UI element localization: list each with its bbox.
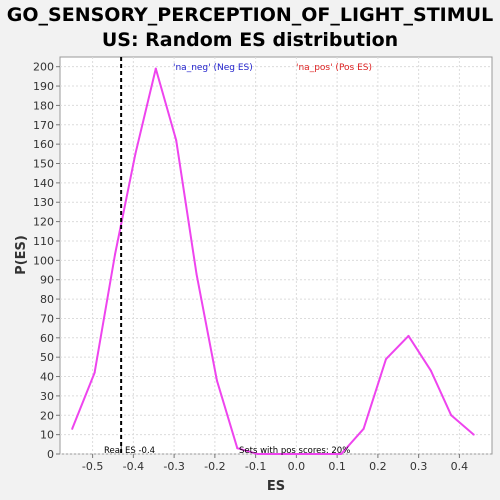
data-point [196, 273, 198, 275]
data-point [114, 254, 116, 256]
data-point [236, 447, 238, 449]
y-tick-label: 100 [33, 254, 54, 267]
data-point [71, 428, 73, 430]
y-tick-label: 190 [33, 80, 54, 93]
y-tick-label: 40 [40, 371, 54, 384]
plot-area [60, 57, 492, 454]
y-tick-label: 110 [33, 235, 54, 248]
data-point [94, 372, 96, 374]
y-tick-label: 90 [40, 274, 54, 287]
y-tick-label: 120 [33, 216, 54, 229]
x-axis-label: ES [267, 479, 285, 494]
y-tick-label: 20 [40, 409, 54, 422]
y-tick-label: 130 [33, 196, 54, 209]
data-point [430, 370, 432, 372]
x-tick-label: -0.3 [163, 460, 184, 473]
y-tick-label: 0 [47, 448, 54, 461]
y-tick-label: 180 [33, 99, 54, 112]
y-tick-label: 200 [33, 61, 54, 74]
data-point [175, 139, 177, 141]
y-tick-label: 50 [40, 351, 54, 364]
y-tick-label: 150 [33, 158, 54, 171]
x-tick-label: -0.4 [123, 460, 144, 473]
x-tick-label: -0.1 [245, 460, 266, 473]
data-point [473, 434, 475, 436]
data-point [363, 428, 365, 430]
x-tick-label: 0.4 [451, 460, 469, 473]
data-point [134, 153, 136, 155]
y-tick-label: 160 [33, 138, 54, 151]
x-tick-label: 0.1 [328, 460, 346, 473]
y-tick-label: 140 [33, 177, 54, 190]
y-tick-label: 170 [33, 119, 54, 132]
data-point [155, 68, 157, 70]
data-point [407, 335, 409, 337]
y-tick-label: 30 [40, 390, 54, 403]
y-tick-label: 60 [40, 332, 54, 345]
legend-entry-neg: 'na_neg' (Neg ES) [173, 63, 253, 73]
x-tick-label: -0.2 [204, 460, 225, 473]
pos-scores-annotation: Sets with pos scores: 20% [239, 446, 350, 456]
y-axis-label: P(ES) [14, 235, 29, 275]
real-es-annotation: Real ES -0.4 [104, 446, 155, 456]
x-tick-label: 0.2 [369, 460, 387, 473]
y-tick-label: 80 [40, 293, 54, 306]
data-point [450, 414, 452, 416]
y-tick-label: 70 [40, 312, 54, 325]
x-tick-label: 0.3 [410, 460, 428, 473]
x-tick-label: -0.5 [82, 460, 103, 473]
x-tick-label: 0.0 [288, 460, 306, 473]
data-point [385, 358, 387, 360]
data-point [216, 379, 218, 381]
y-tick-label: 10 [40, 429, 54, 442]
legend-entry-pos: 'na_pos' (Pos ES) [296, 63, 372, 73]
